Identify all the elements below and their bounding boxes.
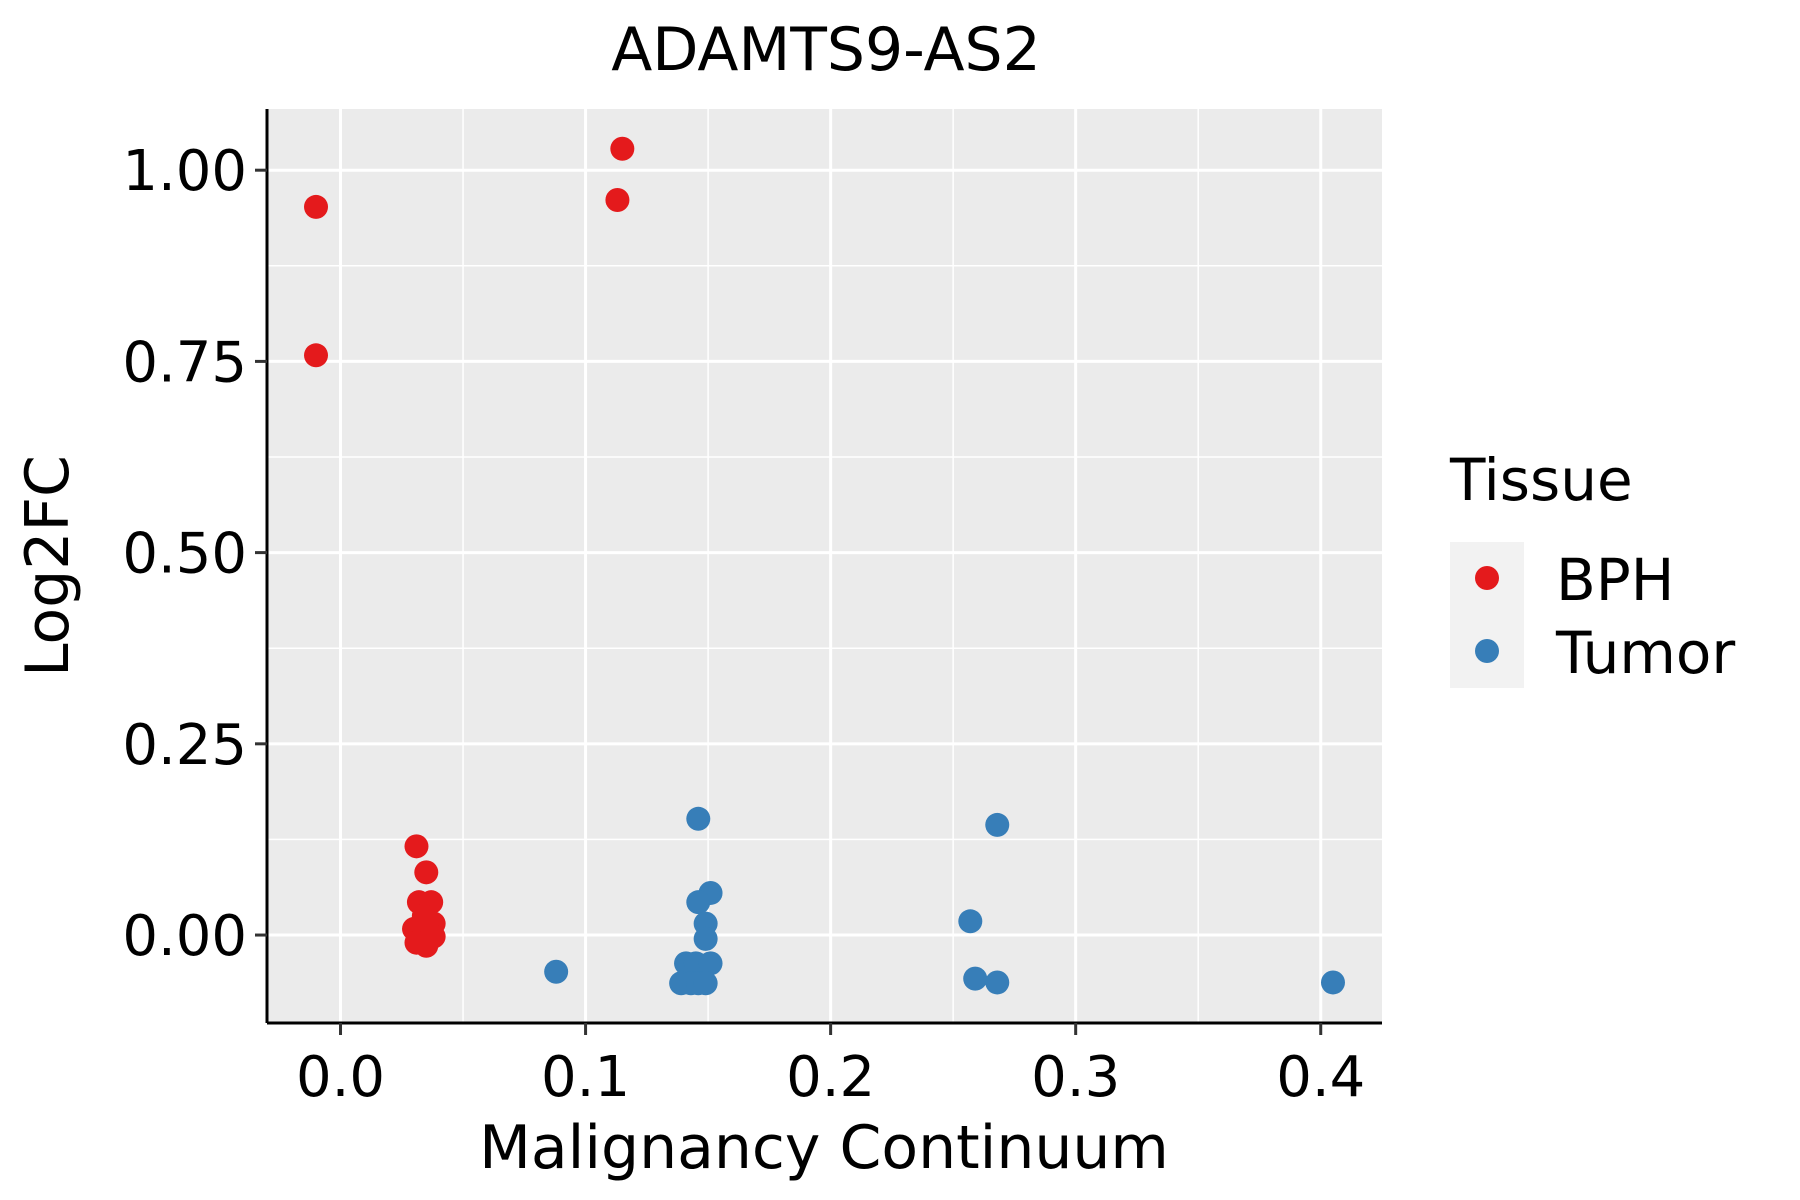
x-axis-ticks: 0.0 0.1 0.2 0.3 0.4 — [296, 1023, 1365, 1110]
legend: Tissue BPH Tumor — [1449, 446, 1735, 688]
data-point-tumor — [544, 959, 569, 984]
data-point-tumor — [1320, 970, 1345, 995]
data-point-bph — [610, 136, 635, 161]
data-point-bph — [304, 194, 329, 219]
legend-key-bph — [1475, 566, 1499, 590]
data-point-tumor — [963, 966, 988, 991]
data-point-tumor — [985, 970, 1010, 995]
data-point-tumor — [686, 890, 711, 915]
x-axis-title: Malignancy Continuum — [479, 1113, 1169, 1183]
x-tick-label: 0.3 — [1031, 1045, 1120, 1110]
data-point-tumor — [686, 806, 711, 831]
legend-key-tumor — [1475, 639, 1499, 663]
data-point-bph — [605, 188, 630, 213]
plot-panel — [267, 109, 1382, 1023]
data-point-bph — [414, 860, 439, 885]
data-point-bph — [414, 933, 439, 958]
data-point-tumor — [985, 812, 1010, 837]
y-axis-ticks: 0.00 0.25 0.50 0.75 1.00 — [122, 139, 267, 969]
legend-label-bph: BPH — [1556, 546, 1674, 614]
legend-label-tumor: Tumor — [1555, 619, 1735, 687]
data-point-bph — [304, 343, 329, 368]
data-point-bph — [404, 834, 429, 859]
legend-key-background — [1450, 542, 1524, 688]
y-tick-label: 0.00 — [122, 904, 247, 969]
y-tick-label: 0.25 — [122, 713, 247, 778]
data-point-tumor — [698, 951, 723, 976]
data-point-tumor — [958, 909, 983, 934]
x-tick-label: 0.1 — [541, 1045, 630, 1110]
y-tick-label: 0.75 — [122, 330, 247, 395]
y-tick-label: 1.00 — [122, 139, 247, 204]
legend-title: Tissue — [1449, 446, 1633, 514]
data-point-tumor — [693, 926, 718, 951]
data-point-tumor — [693, 971, 718, 996]
data-points — [304, 136, 1345, 996]
grid-minor — [267, 109, 1382, 1023]
x-tick-label: 0.2 — [786, 1045, 875, 1110]
y-tick-label: 0.50 — [122, 522, 247, 587]
x-tick-label: 0.0 — [296, 1045, 385, 1110]
grid-major — [267, 109, 1382, 1023]
y-axis-title: Log2FC — [13, 455, 83, 677]
chart-title: ADAMTS9-AS2 — [611, 15, 1041, 85]
x-tick-label: 0.4 — [1276, 1045, 1365, 1110]
